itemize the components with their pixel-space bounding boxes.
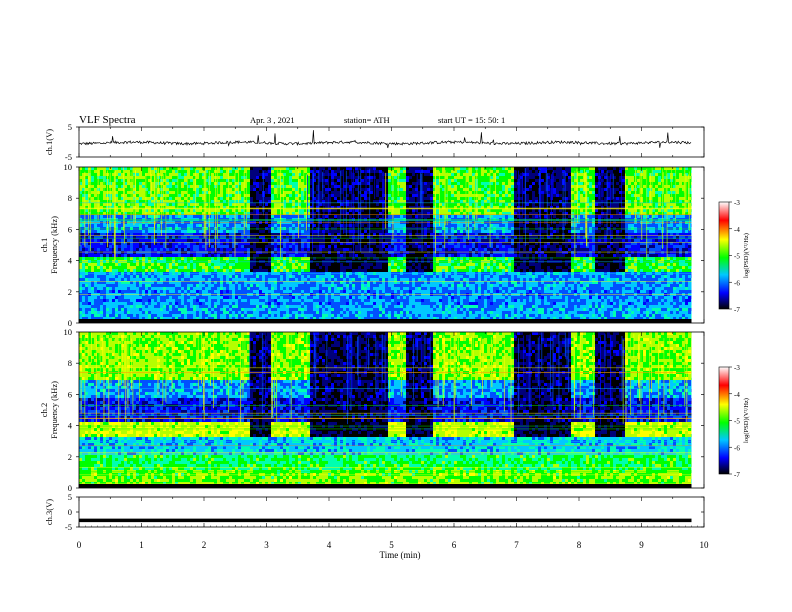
colorbar-tick-label: -3 <box>734 199 740 207</box>
y-tick-label-p3: 10 <box>64 327 73 337</box>
ch1-colorbar: -3 -4 -5 -6 -7 log(PSD)(V²/Hz) <box>718 199 750 314</box>
p3-ylabel: ch.2Frequency (kHz) <box>39 381 59 439</box>
y-tick-label-p2: 0 <box>68 318 72 328</box>
x-tick-label: 1 <box>139 540 144 550</box>
colorbar-label: log(PSD)(V²/Hz) <box>743 233 750 278</box>
x-tick-label: 7 <box>514 540 519 550</box>
ch3-waveform-panel: 5 0 -5 ch.3(V) <box>44 492 705 532</box>
y-tick-label-p3: 0 <box>68 483 72 493</box>
y-tick-label-p2: 6 <box>68 224 72 234</box>
ch1-waveform-panel: 5 -5 ch.1(V) <box>44 122 705 162</box>
y-tick-label-p2: 4 <box>68 256 73 266</box>
ch2-colorbar: -3 -4 -5 -6 -7 log(PSD)(V²/Hz) <box>718 364 750 479</box>
colorbar-gradient <box>718 366 730 475</box>
colorbar-tick-label: -4 <box>734 391 740 399</box>
x-tick-label: 9 <box>639 540 644 550</box>
y-tick-label-ch1: 5 <box>68 122 72 132</box>
dc-band <box>79 484 692 488</box>
x-tick-label: 2 <box>202 540 207 550</box>
y-tick-label-p2: 10 <box>64 162 73 172</box>
colorbar-tick-label: -6 <box>734 279 740 287</box>
no-data-region <box>691 332 704 488</box>
colorbar-tick-label: -6 <box>734 444 740 452</box>
ch2-spectrogram-panel: 0 2 4 6 8 10 ch.2Frequency (kHz) <box>39 327 705 493</box>
colorbar-tick-label: -4 <box>734 226 740 234</box>
colorbar-tick-label: -5 <box>734 253 740 261</box>
y-tick-label-p3: 8 <box>68 358 72 368</box>
colorbar-label: log(PSD)(V²/Hz) <box>743 398 750 443</box>
dc-band <box>79 319 692 323</box>
ch1-spectrogram-panel: 0 2 4 6 8 10 ch.1Frequency (kHz) <box>39 162 705 328</box>
panel-frame <box>78 496 705 528</box>
y-tick-label-ch3: 0 <box>68 507 72 517</box>
station-label: station= ATH <box>344 115 390 125</box>
y-tick-label-p2: 8 <box>68 193 72 203</box>
y-tick-label-p2: 2 <box>68 287 72 297</box>
y-tick-label-ch3: 5 <box>68 492 72 502</box>
start-time-label: start UT = 15: 50: 1 <box>438 115 505 125</box>
x-tick-label: 8 <box>577 540 582 550</box>
y-tick-label-ch3: -5 <box>65 522 72 532</box>
x-tick-label: 3 <box>264 540 269 550</box>
colorbar-tick-label: -7 <box>734 306 740 314</box>
time-axis: 0 1 2 3 4 5 6 7 8 9 10 <box>77 540 709 550</box>
colorbar-tick-label: -3 <box>734 364 740 372</box>
y-tick-label-p3: 4 <box>68 421 73 431</box>
x-tick-label: 6 <box>452 540 457 550</box>
x-tick-label: 5 <box>389 540 394 550</box>
x-tick-label: 0 <box>77 540 82 550</box>
y-tick-label-p3: 6 <box>68 389 72 399</box>
x-tick-label: 10 <box>700 540 710 550</box>
y-tick-label-p3: 2 <box>68 452 72 462</box>
figure-title: VLF Spectra <box>79 114 136 126</box>
ch1-waveform-trace <box>78 130 692 149</box>
colorbar-tick-label: -7 <box>734 471 740 479</box>
x-tick-label: 4 <box>327 540 332 550</box>
spectrogram-p3 <box>79 332 704 488</box>
ch1-waveform-ylabel: ch.1(V) <box>44 129 54 155</box>
p2-ylabel: ch.1Frequency (kHz) <box>39 216 59 274</box>
date-label: Apr. 3 , 2021 <box>250 115 295 125</box>
panel-frame <box>78 126 705 158</box>
x-axis-label: Time (min) <box>380 550 421 560</box>
spectrogram-p2 <box>79 167 704 323</box>
colorbar-gradient <box>718 201 730 310</box>
ch3-waveform-ylabel: ch.3(V) <box>44 499 54 525</box>
y-tick-label-ch1: -5 <box>65 152 72 162</box>
no-data-region <box>691 167 704 323</box>
colorbar-tick-label: -5 <box>734 418 740 426</box>
